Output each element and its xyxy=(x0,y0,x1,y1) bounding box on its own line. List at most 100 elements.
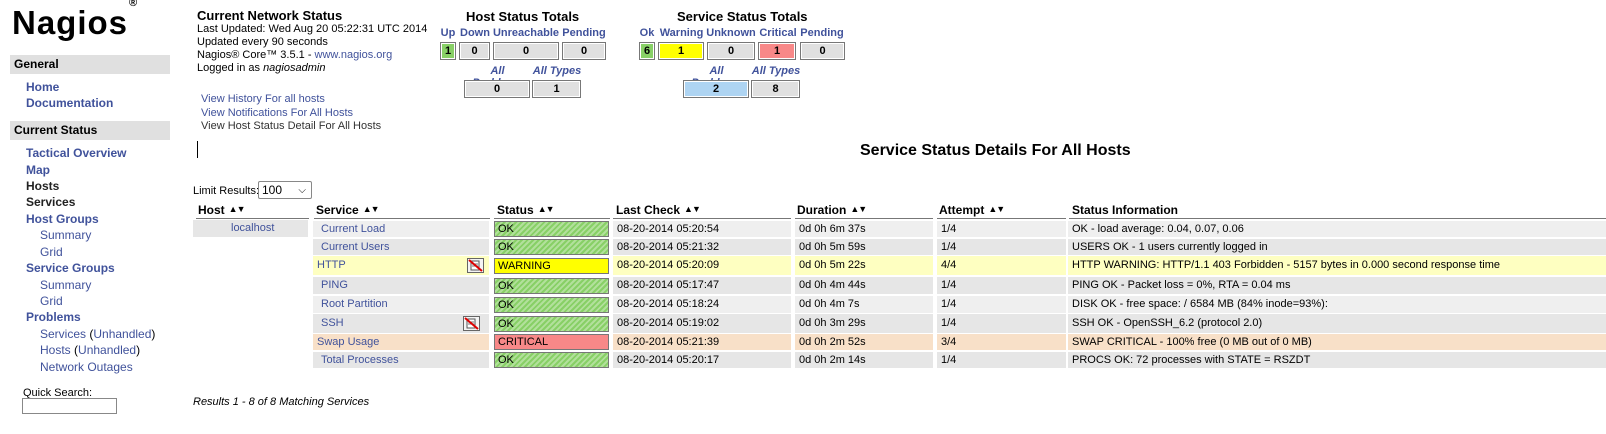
sidebar-item-problem-hosts: Hosts (Unhandled) xyxy=(40,343,141,357)
last-check-cell: 08-20-2014 05:19:02 xyxy=(613,314,791,333)
problem-hosts-link[interactable]: Hosts xyxy=(40,343,71,357)
service-pending-header[interactable]: Pending xyxy=(800,27,844,39)
sidebar-item-servicegroup-summary[interactable]: Summary xyxy=(40,278,92,292)
service-link[interactable]: HTTP xyxy=(317,259,346,271)
problem-services-link[interactable]: Services xyxy=(40,327,87,341)
quick-search-label: Quick Search: xyxy=(23,387,93,399)
current-network-status: Current Network Status Last Updated: Wed… xyxy=(197,9,427,75)
service-link[interactable]: Root Partition xyxy=(321,298,388,310)
host-all-types-header[interactable]: All Types xyxy=(532,65,582,77)
sidebar-item-map[interactable]: Map xyxy=(26,163,50,177)
service-totals-title: Service Status Totals xyxy=(677,9,808,24)
host-pending-header[interactable]: Pending xyxy=(562,27,606,39)
host-all-problems-count[interactable]: 0 xyxy=(464,80,530,98)
service-pending-count[interactable]: 0 xyxy=(800,42,845,60)
service-unknown-header[interactable]: Unknown xyxy=(706,27,756,39)
duration-cell: 0d 0h 2m 52s xyxy=(795,334,933,350)
sort-arrows-icon[interactable]: ▲▼ xyxy=(362,204,380,214)
sidebar-item-network-outages[interactable]: Network Outages xyxy=(40,360,133,374)
service-all-types-count[interactable]: 8 xyxy=(751,80,800,98)
limit-results-select[interactable]: 100 ⌵ xyxy=(258,181,312,199)
column-header-host: Host ▲▼ xyxy=(198,203,245,217)
host-up-count[interactable]: 1 xyxy=(440,42,456,60)
host-up-header[interactable]: Up xyxy=(440,27,456,39)
service-link[interactable]: Current Users xyxy=(321,241,390,253)
column-header-attempt: Attempt ▲▼ xyxy=(939,203,1005,217)
logged-in-info: Logged in as nagiosadmin xyxy=(197,62,427,75)
service-warning-count[interactable]: 1 xyxy=(658,42,704,60)
duration-cell: 0d 0h 4m 7s xyxy=(795,296,933,313)
sort-arrows-icon[interactable]: ▲▼ xyxy=(537,204,555,214)
status-information-cell: OK - load average: 0.04, 0.07, 0.06 xyxy=(1068,221,1606,237)
last-check-cell: 08-20-2014 05:21:32 xyxy=(613,239,791,255)
attempt-cell: 3/4 xyxy=(937,334,1066,350)
status-information-cell: PROCS OK: 72 processes with STATE = RSZD… xyxy=(1068,352,1606,368)
sidebar-item-service-groups[interactable]: Service Groups xyxy=(26,261,115,275)
view-notifications-link[interactable]: View Notifications For All Hosts xyxy=(201,106,354,119)
notifications-disabled-icon[interactable] xyxy=(467,258,484,273)
notifications-disabled-icon[interactable] xyxy=(463,316,480,331)
last-check-cell: 08-20-2014 05:20:09 xyxy=(613,256,791,275)
service-link[interactable]: SSH xyxy=(321,317,344,329)
host-down-header[interactable]: Down xyxy=(460,27,490,39)
host-all-types-count[interactable]: 1 xyxy=(532,80,581,98)
attempt-cell: 4/4 xyxy=(937,256,1066,275)
header-underline xyxy=(937,218,1066,219)
service-all-types-header[interactable]: All Types xyxy=(751,65,801,77)
sidebar: Nagios® General Home Documentation Curre… xyxy=(0,0,178,434)
status-badge: WARNING xyxy=(494,257,609,274)
host-down-count[interactable]: 0 xyxy=(459,42,490,60)
last-check-cell: 08-20-2014 05:18:24 xyxy=(613,296,791,313)
sort-arrows-icon[interactable]: ▲▼ xyxy=(850,204,867,214)
service-unknown-count[interactable]: 0 xyxy=(707,42,755,60)
service-link[interactable]: Current Load xyxy=(321,223,386,235)
sidebar-item-servicegroup-grid[interactable]: Grid xyxy=(40,294,63,308)
service-ok-header[interactable]: Ok xyxy=(639,27,655,39)
host-unreachable-header[interactable]: Unreachable xyxy=(492,27,560,39)
view-host-status-detail-link[interactable]: View Host Status Detail For All Hosts xyxy=(201,120,382,132)
sort-arrows-icon[interactable]: ▲▼ xyxy=(228,204,246,214)
chevron-down-icon: ⌵ xyxy=(298,185,306,196)
service-cell: Total Processes xyxy=(313,352,489,368)
sidebar-item-services[interactable]: Services xyxy=(26,195,76,209)
sidebar-item-home[interactable]: Home xyxy=(26,80,60,94)
sidebar-item-hostgroup-grid[interactable]: Grid xyxy=(40,245,63,259)
sort-arrows-icon[interactable]: ▲▼ xyxy=(988,204,1005,214)
limit-results-value: 100 xyxy=(262,183,283,197)
service-all-problems-count[interactable]: 2 xyxy=(683,80,749,98)
results-count: Results 1 - 8 of 8 Matching Services xyxy=(193,396,370,408)
sidebar-item-tactical-overview[interactable]: Tactical Overview xyxy=(26,146,127,160)
view-history-link[interactable]: View History For all hosts xyxy=(201,93,325,105)
header-underline xyxy=(613,218,791,219)
host-pending-count[interactable]: 0 xyxy=(562,42,606,60)
host-totals-title: Host Status Totals xyxy=(466,9,580,24)
service-link[interactable]: Total Processes xyxy=(321,354,399,366)
header-underline xyxy=(494,218,610,219)
problem-hosts-unhandled-link[interactable]: Unhandled xyxy=(78,343,137,357)
service-critical-count[interactable]: 1 xyxy=(758,42,796,60)
sidebar-item-documentation[interactable]: Documentation xyxy=(26,96,114,110)
service-warning-header[interactable]: Warning xyxy=(659,27,704,39)
quick-search-input[interactable] xyxy=(22,398,117,414)
text-cursor xyxy=(197,141,198,158)
host-unreachable-count[interactable]: 0 xyxy=(493,42,559,60)
attempt-cell: 1/4 xyxy=(937,239,1066,255)
sidebar-item-hostgroup-summary[interactable]: Summary xyxy=(40,228,92,242)
sidebar-item-problems[interactable]: Problems xyxy=(26,310,81,324)
service-ok-count[interactable]: 6 xyxy=(639,42,655,60)
problem-services-unhandled-link[interactable]: Unhandled xyxy=(93,327,152,341)
limit-results-label: Limit Results: xyxy=(193,185,260,197)
nagios-logo[interactable]: Nagios® xyxy=(12,0,139,41)
host-link[interactable]: localhost xyxy=(231,222,275,234)
last-check-cell: 08-20-2014 05:21:39 xyxy=(613,334,791,350)
sort-arrows-icon[interactable]: ▲▼ xyxy=(684,204,701,214)
service-critical-header[interactable]: Critical xyxy=(759,27,797,39)
service-link[interactable]: PING xyxy=(321,279,348,291)
status-badge: OK xyxy=(494,277,609,294)
sidebar-item-hosts[interactable]: Hosts xyxy=(26,179,60,193)
nagios-website-link[interactable]: www.nagios.org xyxy=(314,49,393,61)
service-link[interactable]: Swap Usage xyxy=(317,336,380,348)
sidebar-item-host-groups[interactable]: Host Groups xyxy=(26,212,99,226)
header-underline xyxy=(196,218,309,219)
column-header-status-information: Status Information xyxy=(1072,203,1179,217)
